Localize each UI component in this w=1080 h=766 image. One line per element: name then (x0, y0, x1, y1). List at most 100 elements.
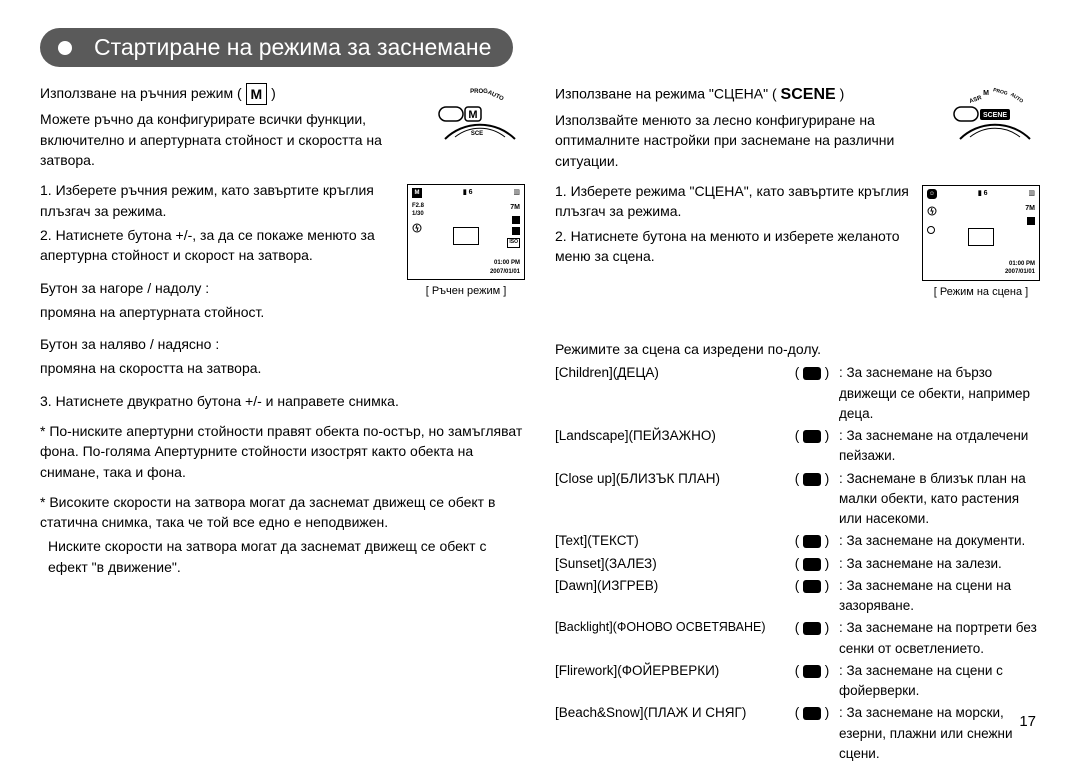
focus-rect (453, 227, 479, 245)
scene-row: [Close up](БЛИЗЪК ПЛАН) ( ) : Заснемане … (555, 469, 1040, 530)
scene-desc: : За заснемане на отдалечени пейзажи. (839, 426, 1040, 467)
scene-desc: : За заснемане на залези. (839, 554, 1040, 574)
button-updown-label: Бутон за нагоре / надолу : (40, 278, 397, 298)
scene-name: [Close up](БЛИЗЪК ПЛАН) (555, 469, 785, 489)
svg-text:SCE: SCE (471, 131, 483, 137)
page-title: Стартиране на режима за заснемане (40, 28, 513, 67)
lcd-scene-illustration: ☺ ▮ 6 ▥ 7M 01:00 PM 2007/01/01 (922, 185, 1040, 281)
lcd-manual-illustration: M ▮ 6 ▥ F2.8 1/30 7M ISO (407, 184, 525, 280)
closeup-icon (803, 473, 821, 486)
scene-row: [Landscape](ПЕЙЗАЖНО) ( ) : За заснемане… (555, 426, 1040, 467)
mode-m-badge: M (246, 83, 268, 105)
lcd-caption-manual: [ Ръчен режим ] (407, 284, 525, 300)
scene-name: [Beach&Snow](ПЛАЖ И СНЯГ) (555, 703, 785, 723)
intro-text: Използване на ръчния режим ( (40, 85, 242, 101)
children-icon (803, 367, 821, 380)
button-updown-desc: промяна на апертурната стойност. (40, 302, 397, 322)
backlight-icon (803, 622, 821, 635)
battery-icon: ▥ (513, 188, 520, 198)
manual-mode-body: Можете ръчно да конфигурирате всички фун… (40, 109, 415, 170)
scene-name: [Children](ДЕЦА) (555, 363, 785, 383)
quality-icon (512, 216, 520, 224)
scene-mode-heading: Използване на режима "СЦЕНА" ( SCENE ) (555, 83, 930, 106)
flash-icon (927, 206, 937, 220)
lcd-mode-icon: M (412, 188, 422, 198)
scene-desc: : За заснемане на документи. (839, 531, 1040, 551)
left-column: Използване на ръчния режим ( M ) Можете … (40, 83, 525, 766)
scene-desc: : За заснемане на бързо движещи се обект… (839, 363, 1040, 424)
button-lr-label: Бутон за наляво / надясно : (40, 334, 397, 354)
scene-row: [Flirework](ФОЙЕРВЕРКИ) ( ) : За заснема… (555, 661, 1040, 702)
flash-icon (412, 223, 422, 237)
lcd-time: 01:00 PM (490, 259, 520, 268)
beachsnow-icon (803, 707, 821, 720)
scene-row: [Dawn](ИЗГРЕВ) ( ) : За заснемане на сце… (555, 576, 1040, 617)
scene-desc: : Заснемане в близък план на малки обект… (839, 469, 1040, 530)
svg-text:PROG: PROG (470, 89, 488, 95)
scene-name: [Text](ТЕКСТ) (555, 531, 785, 551)
lcd-caption-scene: [ Режим на сцена ] (922, 285, 1040, 301)
mode-dial-illustration: M PROG AUTO SCE (435, 79, 525, 143)
scene-name: [Flirework](ФОЙЕРВЕРКИ) (555, 661, 785, 681)
button-lr-desc: промяна на скоростта на затвора. (40, 358, 397, 378)
scene-row: [Backlight](ФОНОВО ОСВЕТЯВАНЕ) ( ) : За … (555, 618, 1040, 659)
svg-text:AUTO: AUTO (1009, 92, 1024, 105)
scene-intro-close: ) (840, 85, 845, 101)
sunset-icon (803, 558, 821, 571)
step-2: 2. Натиснете бутона +/-, за да се покаже… (40, 225, 397, 266)
lcd-scene-megapixel: 7M (1025, 204, 1035, 214)
scene-list-intro: Режимите за сцена са изредени по-долу. (555, 339, 1040, 359)
focus-rect (968, 228, 994, 246)
mode-dial-scene-illustration: SCENE M ASR PROG AUTO (950, 79, 1040, 143)
svg-text:M: M (468, 109, 477, 121)
scene-step-1: 1. Изберете режима "СЦЕНА", като завърти… (555, 181, 912, 222)
scene-desc: : За заснемане на сцени с фойерверки. (839, 661, 1040, 702)
scene-row: [Beach&Snow](ПЛАЖ И СНЯГ) ( ) : За засне… (555, 703, 1040, 764)
scene-mode-table: [Children](ДЕЦА) ( ) : За заснемане на б… (555, 363, 1040, 764)
lcd-count: 6 (469, 189, 473, 196)
lcd-date: 2007/01/01 (490, 268, 520, 277)
lcd-aperture: F2.8 (412, 203, 424, 211)
scene-mode-body: Използвайте менюто за лесно конфигуриран… (555, 110, 930, 171)
svg-text:PROG: PROG (992, 87, 1008, 97)
svg-text:ASR: ASR (969, 95, 984, 105)
svg-text:SCENE: SCENE (983, 112, 1007, 119)
scene-name: [Backlight](ФОНОВО ОСВЕТЯВАНЕ) (555, 618, 785, 637)
svg-text:AUTO: AUTO (487, 90, 505, 103)
right-column: Използване на режима "СЦЕНА" ( SCENE ) И… (555, 83, 1040, 766)
lcd-scene-date: 2007/01/01 (1005, 268, 1035, 277)
lcd-scene-count: 6 (984, 190, 988, 197)
lcd-scene-icon: ☺ (927, 189, 937, 199)
note-shutter-1: * Високите скорости на затвора могат да … (40, 492, 525, 533)
page-number: 17 (1019, 713, 1036, 730)
note-aperture: * По-ниските апертурни стойности правят … (40, 421, 525, 482)
lcd-megapixel: 7M (510, 203, 520, 213)
redeye-icon (927, 226, 935, 234)
scene-name: [Landscape](ПЕЙЗАЖНО) (555, 426, 785, 446)
scene-intro-text: Използване на режима "СЦЕНА" ( (555, 85, 777, 101)
note-shutter-2: Ниските скорости на затвора могат да зас… (48, 536, 525, 577)
scene-row: [Text](ТЕКСТ) ( ) : За заснемане на доку… (555, 531, 1040, 551)
dawn-icon (803, 580, 821, 593)
scene-row: [Sunset](ЗАЛЕЗ) ( ) : За заснемане на за… (555, 554, 1040, 574)
metering-icon (512, 227, 520, 235)
scene-desc: : За заснемане на морски, езерни, плажни… (839, 703, 1040, 764)
lcd-scene-time: 01:00 PM (1005, 260, 1035, 269)
battery-icon: ▥ (1028, 189, 1035, 199)
svg-text:M: M (983, 90, 989, 97)
step-1: 1. Изберете ръчния режим, като завъртите… (40, 180, 397, 221)
scene-row: [Children](ДЕЦА) ( ) : За заснемане на б… (555, 363, 1040, 424)
scene-desc: : За заснемане на сцени на зазоряване. (839, 576, 1040, 617)
iso-icon: ISO (507, 238, 520, 247)
firework-icon (803, 665, 821, 678)
scene-name: [Dawn](ИЗГРЕВ) (555, 576, 785, 596)
step-3: 3. Натиснете двукратно бутона +/- и напр… (40, 391, 525, 411)
landscape-icon (803, 430, 821, 443)
lcd-shutter: 1/30 (412, 211, 424, 219)
scene-step-2: 2. Натиснете бутона на менюто и изберете… (555, 226, 912, 267)
scene-desc: : За заснемане на портрети без сенки от … (839, 618, 1040, 659)
scene-name: [Sunset](ЗАЛЕЗ) (555, 554, 785, 574)
scene-badge: SCENE (781, 83, 836, 106)
intro-close: ) (271, 85, 276, 101)
text-icon (803, 535, 821, 548)
